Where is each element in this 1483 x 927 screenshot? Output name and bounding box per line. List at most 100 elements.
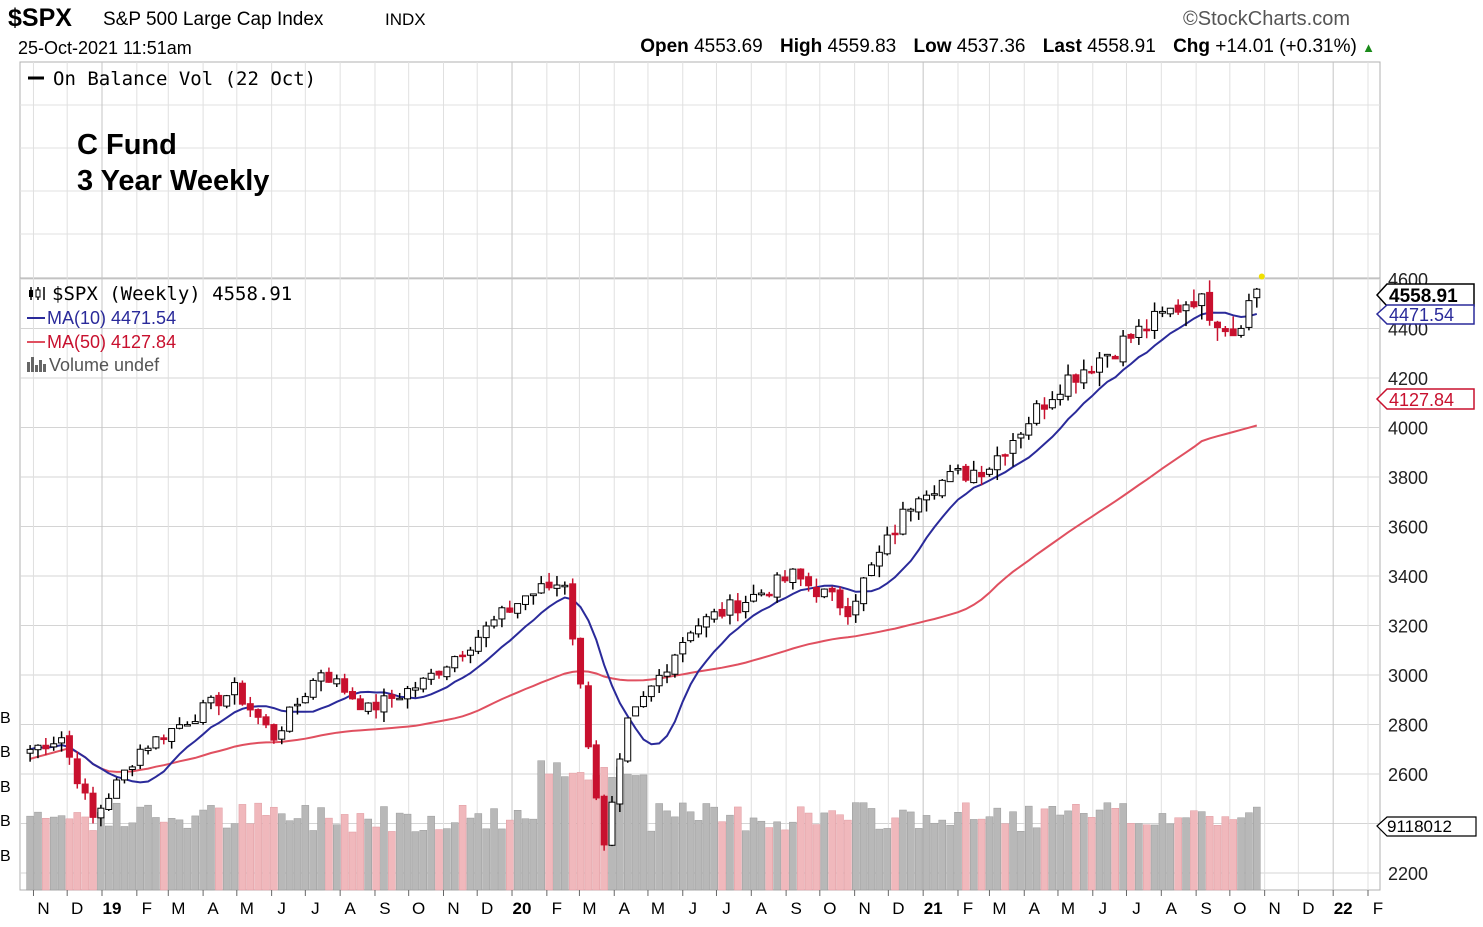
volume-bar [81,816,89,891]
volume-bar [1072,804,1080,891]
candle-body [577,637,585,685]
candle-body [254,709,262,718]
volume-bar [1025,805,1033,891]
volume-bar [395,812,404,891]
x-tick-label: J [277,899,286,918]
volume-bar [1135,823,1143,891]
volume-bar [561,776,569,891]
volume-bar [333,824,341,891]
volume-bar [584,779,593,891]
x-tick-label: A [207,899,219,918]
volume-bar [796,806,805,891]
volume-bar [458,805,467,891]
x-tick-label: J [1132,899,1141,918]
ma50-legend: MA(50) 4127.84 [47,332,176,352]
volume-bar [1017,831,1025,891]
volume-bar [1253,806,1261,891]
volume-bar [419,830,428,891]
volume-bar [1174,817,1182,891]
candle-body [970,469,978,484]
candle-body [396,697,404,701]
volume-bar [427,815,435,891]
x-tick-label: O [1233,899,1246,918]
candle-body [624,717,632,762]
candle-body [168,728,176,742]
volume-bar [490,808,498,891]
annotation-line1: C Fund [77,129,177,161]
x-tick-label: M [651,899,665,918]
x-tick-label: N [37,899,49,918]
candle-body [883,534,891,555]
volume-bar [466,817,475,891]
volume-bar [938,819,947,891]
volume-bar [42,817,50,891]
candle-body [978,471,986,478]
candle-body [144,747,152,752]
candle-body [1064,374,1072,397]
volume-bar [388,831,396,891]
volume-bar [1197,811,1206,891]
candle-body [844,606,852,618]
volume-bar [529,818,538,891]
volume-bar [671,816,679,891]
candle-body [278,730,286,740]
y-tick-label: 2800 [1388,716,1428,736]
candle-body [333,678,341,685]
candle-body [1151,310,1159,332]
x-tick-label: D [481,899,493,918]
ohlc-summary: Open 4553.69 High 4559.83 Low 4537.36 La… [640,36,1375,58]
volume-bar [1166,823,1175,891]
candle-body [364,702,372,712]
volume-axis-label: B [0,848,11,865]
candle-body [600,795,608,846]
volume-bar [647,830,656,891]
candle-body [1166,307,1174,315]
candle-body [514,603,522,614]
candle-body [907,508,915,512]
candle-body [836,589,844,609]
x-tick-label: M [582,899,596,918]
volume-bar [301,805,310,891]
volume-bar [1009,811,1017,891]
volume-bar [922,815,931,891]
candle-body [73,758,81,785]
candle-body [891,532,899,536]
volume-bar [568,772,577,891]
last-price-badge-text: 4558.91 [1389,286,1458,307]
volume-axis-label: B [0,744,11,761]
brand-watermark[interactable]: ©StockCharts.com [1183,8,1351,30]
volume-bar [907,811,915,891]
candle-body [1033,403,1041,424]
x-tick-label: M [171,899,185,918]
candle-body [1229,328,1237,337]
candle-body [1025,423,1033,436]
volume-bar [773,821,781,891]
volume-bar [631,775,640,891]
x-tick-label: A [344,899,356,918]
candle-body [1127,333,1135,339]
y-tick-label: 3200 [1388,617,1428,637]
x-tick-label: M [992,899,1006,918]
high-value: 4559.83 [827,36,897,57]
volume-bar [576,772,585,891]
candle-body [757,592,765,596]
candle-body [1174,304,1182,313]
volume-bar [112,802,121,891]
candle-body [915,498,923,513]
volume-bar [804,812,813,891]
volume-axis-label: B [0,813,11,830]
x-tick-label: N [1269,899,1281,918]
last-marker [1258,273,1265,280]
candle-body [852,600,860,616]
volume-bar [883,828,891,891]
volume-bar [348,831,357,891]
volume-bar [325,817,333,891]
volume-bar [435,829,443,891]
x-tick-label: J [722,899,731,918]
x-tick-label: F [963,899,973,918]
volume-bar [506,819,514,891]
volume-axis-label: B [0,779,11,796]
x-tick-label: 21 [924,899,943,918]
volume-bar [340,814,349,891]
y-tick-label: 4200 [1388,369,1428,389]
